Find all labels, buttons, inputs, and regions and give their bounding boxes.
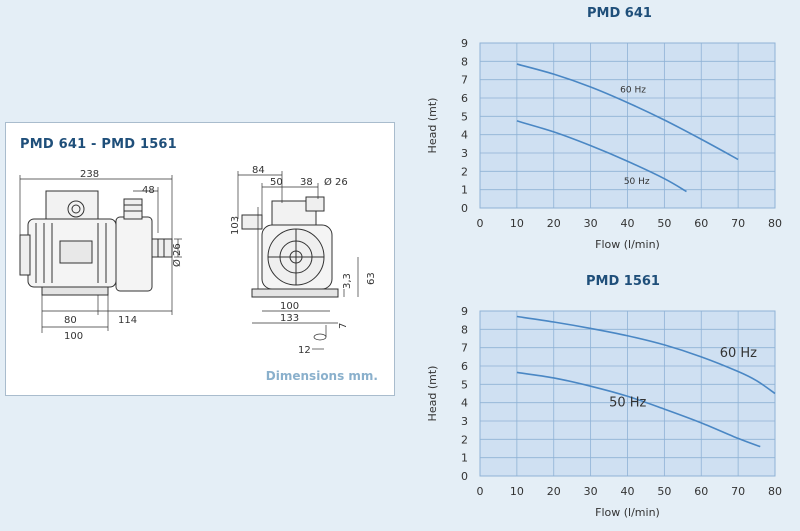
pmd-641-performance-chart: 0 1 2 3 4 5 6 7 8 9 0 10 20 30 40 50 60 70 80 Flow (l/min) H… [426,37,782,251]
x-tick-label: 0 [477,485,484,498]
dim-front-height: 103 [230,216,241,235]
y-tick-label: 0 [461,470,468,483]
y-tick-label: 2 [461,433,468,446]
x-tick-label: 80 [768,485,782,498]
dim-front-base-inner: 100 [280,301,299,312]
x-tick-label: 50 [657,485,671,498]
dim-base-length: 100 [64,331,83,342]
x-tick-label: 30 [584,217,598,230]
x-tick-label: 10 [510,217,524,230]
y-tick-label: 9 [461,305,468,318]
y-tick-label: 5 [461,378,468,391]
dimensions-card: PMD 641 - PMD 1561 [5,122,395,396]
x-tick-label: 20 [547,217,561,230]
series-line-60-hz [516,315,776,395]
dim-front-base-outer: 133 [280,313,299,324]
dim-slot-height: 7 [338,323,349,329]
y-tick-label: 7 [461,74,468,87]
x-tick-label: 60 [694,485,708,498]
x-axis-label: Flow (l/min) [595,238,660,251]
dim-front-b: 38 [300,177,313,188]
y-tick-label: 7 [461,342,468,355]
x-tick-label: 0 [477,217,484,230]
y-axis-label: Head (mt) [426,98,439,154]
x-tick-label: 70 [731,485,745,498]
x-tick-label: 50 [657,217,671,230]
chart-title-pmd-1561: PMD 1561 [586,274,660,289]
dimensions-footnote: Dimensions mm. [265,369,378,383]
x-tick-label: 30 [584,485,598,498]
dim-front-a: 50 [270,177,283,188]
y-tick-label: 2 [461,165,468,178]
dim-outlet-diameter: Ø 26 [171,243,183,267]
pump-dimension-drawing: 238 48 Ø 26 80 114 100 84 50 38 Ø 26 103… [19,165,377,356]
y-tick-label: 4 [461,129,468,142]
x-tick-label: 80 [768,217,782,230]
dim-foot-span: 80 [64,315,77,326]
x-tick-label: 20 [547,485,561,498]
dim-front-inlet-diameter: Ø 26 [324,176,348,188]
y-tick-label: 4 [461,397,468,410]
y-axis-label: Head (mt) [426,366,439,422]
series-label-50-hz: 50 Hz [609,395,646,410]
card-title: PMD 641 - PMD 1561 [20,137,177,152]
y-tick-label: 5 [461,110,468,123]
x-tick-label: 70 [731,217,745,230]
dim-foot-height: 3,3 [342,273,353,289]
series-label-50-hz: 50 Hz [624,177,650,187]
y-tick-label: 6 [461,360,468,373]
plot-border [479,42,776,209]
chart-title-pmd-641: PMD 641 [587,6,652,21]
series-line-50-hz [516,371,761,448]
y-tick-label: 8 [461,55,468,68]
x-tick-label: 40 [621,217,635,230]
dim-outlet-offset: 48 [142,185,155,196]
x-axis-label: Flow (l/min) [595,506,660,519]
front-view-drawing [241,196,339,298]
side-view-drawing [19,190,173,296]
x-tick-label: 10 [510,485,524,498]
series-line-50-hz [516,120,687,193]
x-tick-label: 60 [694,217,708,230]
pmd-1561-performance-chart: 0 1 2 3 4 5 6 7 8 9 0 10 20 30 40 50 60 70 80 Flow (l/min) H… [426,305,782,519]
series-label-60-hz: 60 Hz [720,346,757,361]
dim-pump-length: 114 [118,315,137,326]
y-tick-label: 9 [461,37,468,50]
dim-front-top: 84 [252,165,265,176]
y-tick-label: 3 [461,147,468,160]
y-tick-label: 1 [461,184,468,197]
y-tick-label: 8 [461,323,468,336]
y-tick-label: 3 [461,415,468,428]
y-tick-label: 0 [461,202,468,215]
y-tick-label: 6 [461,92,468,105]
dim-slot-width: 12 [298,345,311,356]
series-line-60-hz [516,63,739,161]
series-label-60-hz: 60 Hz [620,86,646,96]
y-tick-label: 1 [461,452,468,465]
x-tick-label: 40 [621,485,635,498]
dim-shaft-height: 63 [366,272,377,285]
dim-overall-length: 238 [80,169,99,180]
